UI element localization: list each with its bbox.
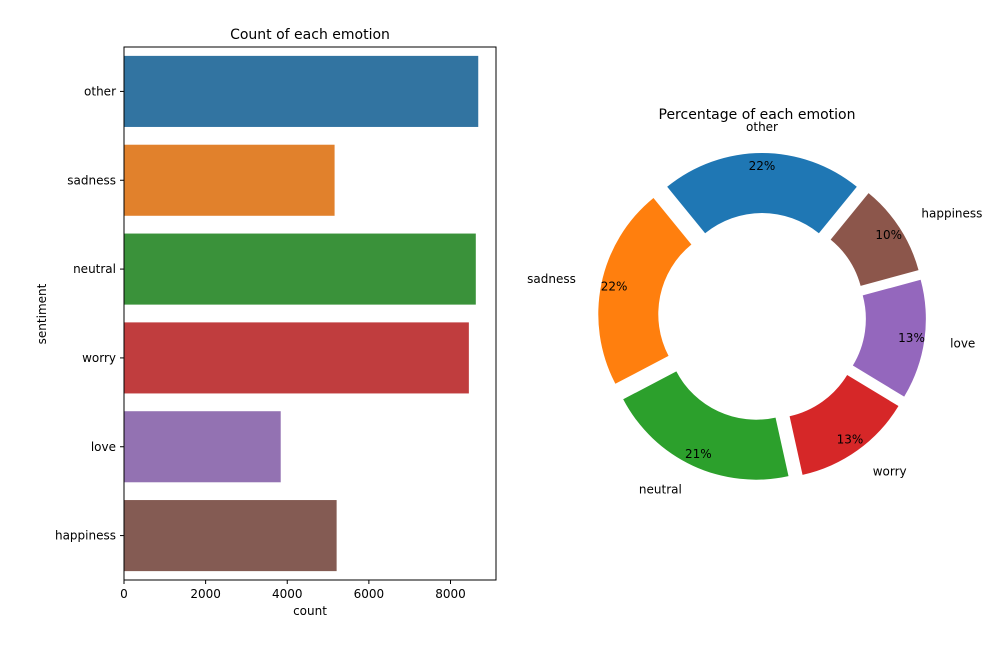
donut-pct-label: 22% [601,280,628,294]
bar-x-axis-label: count [293,604,327,618]
donut-pct-label: 10% [875,228,902,242]
donut-labels: 22% other 10% happiness 13% love 13% worry 21% ne… [527,120,982,496]
donut-wedge-other [667,153,857,234]
x-tick-label: 2000 [190,587,221,601]
donut-wedge-love [852,279,926,397]
x-tick-label: 0 [120,587,128,601]
y-tick-label: worry [82,351,116,365]
bar-chart: Count of each emotion other sadness neutra… [35,27,497,618]
bar-neutral [124,233,476,305]
bar-love [124,411,281,483]
y-tick-label: sadness [67,173,116,187]
bar-chart-title: Count of each emotion [230,27,390,43]
x-tick-label: 4000 [272,587,303,601]
donut-label-other: other [746,120,778,134]
bar-plot-frame [123,46,497,581]
bar-y-axis-label: sentiment [35,283,49,344]
donut-chart: Percentage of each emotion 22% other 10% ha… [527,107,982,496]
donut-chart-title: Percentage of each emotion [659,107,856,123]
y-tick-label: neutral [73,262,116,276]
bar-y-axis: other sadness neutral worry love happiness [55,84,124,543]
donut-pct-label: 13% [837,433,864,447]
donut-wedges [598,153,926,480]
donut-label-love: love [950,337,975,351]
donut-wedge-sadness [598,197,692,384]
bar-x-axis: 0 2000 4000 6000 8000 [120,580,466,601]
donut-label-sadness: sadness [527,272,576,286]
donut-wedge-neutral [623,371,789,480]
x-tick-label: 6000 [354,587,385,601]
donut-pct-label: 21% [685,447,712,461]
y-tick-label: other [84,84,116,98]
y-tick-label: love [91,440,116,454]
bar-sadness [124,144,335,216]
donut-label-worry: worry [873,464,907,478]
donut-wedge-worry [789,374,899,475]
bar-worry [124,322,469,394]
bar-happiness [124,500,337,572]
donut-pct-label: 22% [749,159,776,173]
donut-label-neutral: neutral [639,482,682,496]
donut-label-happiness: happiness [921,207,982,221]
donut-wedge-happiness [830,193,919,286]
y-tick-label: happiness [55,529,116,543]
bar-other [124,55,479,127]
bar-series [124,55,479,572]
donut-pct-label: 13% [898,331,925,345]
x-tick-label: 8000 [435,587,466,601]
